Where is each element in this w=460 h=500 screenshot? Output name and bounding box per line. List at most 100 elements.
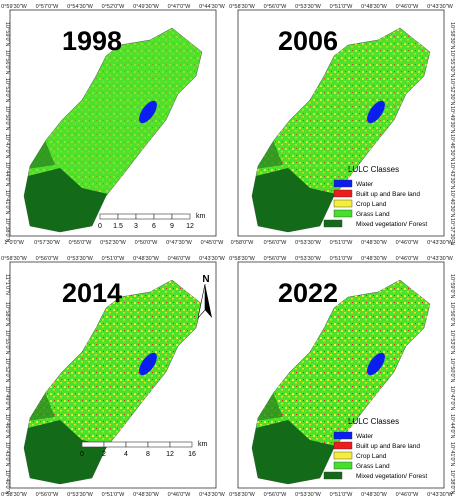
longitude-label: 0°56'0"W — [264, 240, 287, 246]
longitude-label: 0°56'0"W — [264, 4, 287, 10]
longitude-label: 0°53'30"W — [67, 256, 93, 262]
longitude-label: 0°53'30"W — [67, 492, 93, 498]
latitude-label: 10°55'30"N — [449, 50, 455, 78]
longitude-label: 1°0'0"W — [4, 240, 24, 246]
scale-tick-label: 3 — [134, 223, 138, 230]
longitude-label: 0°51'0"W — [330, 256, 353, 262]
longitude-label: 0°51'0"W — [102, 492, 125, 498]
latitude-label: 10°49'30"N — [449, 106, 455, 134]
longitude-label: 0°56'0"W — [36, 256, 59, 262]
latitude-label: 10°52'30"N — [449, 78, 455, 106]
year-label: 1998 — [62, 26, 122, 56]
latitude-label: 10°37'30"N — [449, 218, 455, 246]
scale-segment — [153, 213, 173, 220]
longitude-label: 0°57'0"W — [36, 4, 59, 10]
latitude-label: 10°59'0"N — [4, 22, 10, 46]
longitude-label: 0°58'30"W — [229, 256, 255, 262]
longitude-label: 0°53'30"W — [295, 240, 321, 246]
longitude-label: 0°51'0"W — [330, 492, 353, 498]
latitude-label: 10°56'0"N — [4, 50, 10, 74]
latitude-label: 10°38'0"N — [4, 218, 10, 242]
longitude-label: 0°44'30"W — [199, 4, 225, 10]
scale-segment — [81, 441, 105, 448]
scale-tick-label: 0 — [80, 451, 84, 458]
latitude-label: 10°58'30"N — [449, 22, 455, 50]
longitude-label: 0°43'30"W — [427, 492, 453, 498]
map-panel: 1998 0°59'30"W 0°57'0"W 0°54'30"W 0°52'0"W 0°… — [1, 4, 225, 246]
longitude-label: 0°55'0"W — [69, 240, 92, 246]
legend-label: Grass Land — [356, 463, 390, 470]
legend-swatch — [333, 209, 353, 218]
latitude-label: 10°52'0"N — [4, 358, 10, 382]
north-arrow-half — [197, 283, 206, 320]
legend-label: Crop Land — [356, 453, 387, 460]
longitude-label: 0°48'30"W — [133, 492, 159, 498]
scale-tick-label: 16 — [188, 451, 196, 458]
map-panel: 2006 0°58'30"W 0°56'0"W 0°53'30"W 0°51'0"W 0°… — [229, 4, 455, 246]
latitude-label: 10°47'0"N — [449, 386, 455, 410]
legend-label: Water — [356, 181, 374, 188]
longitude-label: 0°53'30"W — [295, 256, 321, 262]
latitude-label: 10°53'0"N — [449, 330, 455, 354]
latitude-label: 10°49'0"N — [4, 386, 10, 410]
forest — [24, 168, 108, 232]
year-label: 2022 — [278, 278, 338, 308]
forest — [24, 420, 108, 484]
scale-unit: km — [198, 441, 208, 448]
latitude-label: 10°55'0"N — [4, 330, 10, 354]
legend-swatch — [333, 189, 353, 198]
scale-tick-label: 9 — [170, 223, 174, 230]
legend-swatch — [333, 441, 353, 450]
latitude-label: 10°50'0"N — [449, 358, 455, 382]
water — [367, 100, 385, 124]
legend-swatch — [323, 219, 343, 228]
year-label: 2014 — [62, 278, 122, 308]
legend-swatch — [333, 461, 353, 470]
scale-segment — [103, 441, 127, 448]
latitude-label: 10°38'0"N — [449, 470, 455, 494]
longitude-label: 0°45'0"W — [201, 240, 224, 246]
legend-swatch — [333, 431, 353, 440]
legend-swatch — [323, 471, 343, 480]
longitude-label: 0°51'0"W — [330, 4, 353, 10]
longitude-label: 0°58'0"W — [231, 240, 254, 246]
longitude-label: 0°53'30"W — [295, 4, 321, 10]
longitude-label: 0°49'30"W — [133, 4, 159, 10]
latitude-label: 10°53'0"N — [4, 78, 10, 102]
forest — [252, 420, 336, 484]
scale-tick-label: 12 — [186, 223, 194, 230]
legend-label: Mixed vegetation/ Forest — [356, 221, 427, 228]
longitude-label: 0°46'0"W — [396, 240, 419, 246]
latitude-label: 10°40'30"N — [449, 190, 455, 218]
latitude-label: 10°43'0"N — [4, 442, 10, 466]
latitude-label: 10°44'0"N — [449, 414, 455, 438]
longitude-label: 0°46'0"W — [396, 4, 419, 10]
longitude-label: 0°50'0"W — [135, 240, 158, 246]
longitude-label: 0°43'30"W — [427, 240, 453, 246]
longitude-label: 0°46'0"W — [396, 492, 419, 498]
scale-segment — [99, 213, 119, 220]
latitude-label: 10°56'0"N — [449, 302, 455, 326]
scale-segment — [117, 213, 137, 220]
longitude-label: 0°53'30"W — [295, 492, 321, 498]
longitude-label: 0°56'0"W — [36, 492, 59, 498]
longitude-label: 0°43'30"W — [199, 492, 225, 498]
longitude-label: 0°48'30"W — [361, 492, 387, 498]
longitude-label: 0°58'30"W — [1, 492, 27, 498]
longitude-label: 0°56'0"W — [264, 492, 287, 498]
scale-segment — [169, 441, 193, 448]
legend-swatch — [333, 179, 353, 188]
latitude-label: 10°58'0"N — [4, 302, 10, 326]
longitude-label: 0°52'30"W — [100, 240, 126, 246]
scale-segment — [135, 213, 155, 220]
longitude-label: 0°58'30"W — [1, 256, 27, 262]
longitude-label: 0°47'30"W — [166, 240, 192, 246]
latitude-label: 10°59'0"N — [449, 274, 455, 298]
longitude-label: 0°46'0"W — [168, 256, 191, 262]
latitude-label: 10°43'30"N — [449, 162, 455, 190]
latitude-label: 10°46'30"N — [449, 134, 455, 162]
scale-tick-label: 4 — [124, 451, 128, 458]
scale-segment — [171, 213, 191, 220]
water — [139, 352, 157, 376]
